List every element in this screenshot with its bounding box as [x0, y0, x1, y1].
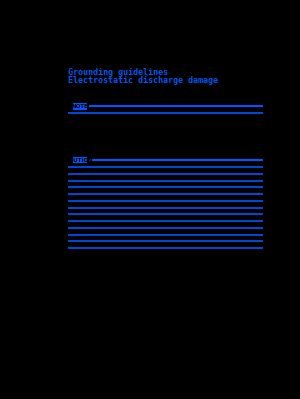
FancyBboxPatch shape [73, 103, 87, 110]
Text: CAUTION: CAUTION [66, 158, 94, 162]
Text: NOTE: NOTE [72, 104, 88, 109]
Text: Grounding guidelines: Grounding guidelines [68, 68, 168, 77]
Text: Electrostatic discharge damage: Electrostatic discharge damage [68, 76, 218, 85]
Polygon shape [68, 158, 72, 164]
Polygon shape [68, 104, 72, 110]
FancyBboxPatch shape [73, 157, 87, 164]
